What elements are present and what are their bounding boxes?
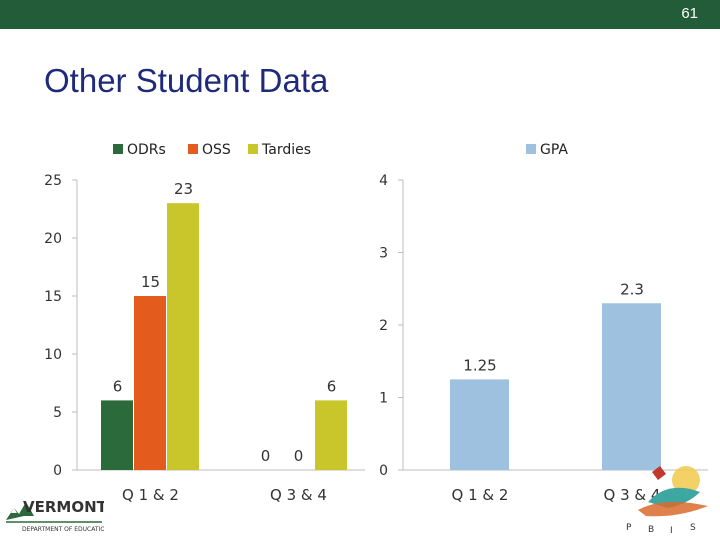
x-category-label: Q 3 & 4 xyxy=(270,486,327,504)
y-tick-label: 4 xyxy=(379,173,388,189)
slide-number: 61 xyxy=(681,5,698,22)
svg-text:S: S xyxy=(690,523,696,533)
svg-text:B: B xyxy=(648,525,654,535)
y-tick-label: 10 xyxy=(44,347,62,363)
data-label-odrs: 0 xyxy=(261,447,271,465)
chart-gpa: 0 1 2 3 4 Q 1 & 2 Q 3 & 4 1.25 2.3 GPA xyxy=(379,142,708,504)
top-banner: 61 xyxy=(0,0,720,29)
data-label-odrs: 6 xyxy=(113,377,123,395)
x-category-label: Q 3 & 4 xyxy=(604,486,661,504)
bar-tardies xyxy=(315,400,347,470)
y-tick-label: 1 xyxy=(379,391,388,407)
y-tick-label: 25 xyxy=(44,173,62,189)
y-tick-label: 20 xyxy=(44,231,62,247)
legend-label-tardies: Tardies xyxy=(261,142,311,158)
legend-label-odrs: ODRs xyxy=(127,142,166,158)
svg-text:DEPARTMENT OF EDUCATION: DEPARTMENT OF EDUCATION xyxy=(22,526,104,533)
x-category-label: Q 1 & 2 xyxy=(452,486,509,504)
pbis-logo: P B I S xyxy=(626,466,708,536)
y-tick-label: 5 xyxy=(53,405,62,421)
svg-text:I: I xyxy=(670,526,673,536)
svg-text:VERMONT: VERMONT xyxy=(23,498,104,516)
data-label-oss: 15 xyxy=(141,273,160,291)
y-tick-label: 15 xyxy=(44,289,62,305)
data-label-tardies: 6 xyxy=(327,377,337,395)
data-label-gpa: 2.3 xyxy=(620,280,644,298)
legend-swatch-gpa xyxy=(526,144,536,154)
chart-discipline: 0 5 10 15 20 25 Q 1 & 2 Q 3 & 4 6 0 15 0 23 6 ODRs OSS T… xyxy=(44,142,365,504)
slide-title: Other Student Data xyxy=(44,62,329,99)
data-label-tardies: 23 xyxy=(174,180,193,198)
legend-label-gpa: GPA xyxy=(540,142,568,158)
svg-text:P: P xyxy=(626,523,632,533)
legend-swatch-oss xyxy=(188,144,198,154)
data-label-gpa: 1.25 xyxy=(463,356,496,374)
legend-label-oss: OSS xyxy=(202,142,231,158)
y-tick-label: 0 xyxy=(379,463,388,479)
vermont-logo: VERMONT DEPARTMENT OF EDUCATION xyxy=(6,498,104,533)
y-tick-label: 3 xyxy=(379,246,388,262)
bar-gpa xyxy=(450,379,509,470)
legend-swatch-tardies xyxy=(248,144,258,154)
x-category-label: Q 1 & 2 xyxy=(122,486,179,504)
bar-oss xyxy=(134,296,166,470)
y-tick-label: 0 xyxy=(53,463,62,479)
legend-swatch-odrs xyxy=(113,144,123,154)
y-tick-label: 2 xyxy=(379,318,388,334)
bar-gpa xyxy=(602,303,661,470)
bar-tardies xyxy=(167,203,199,470)
bar-odrs xyxy=(101,400,133,470)
data-label-oss: 0 xyxy=(294,447,304,465)
